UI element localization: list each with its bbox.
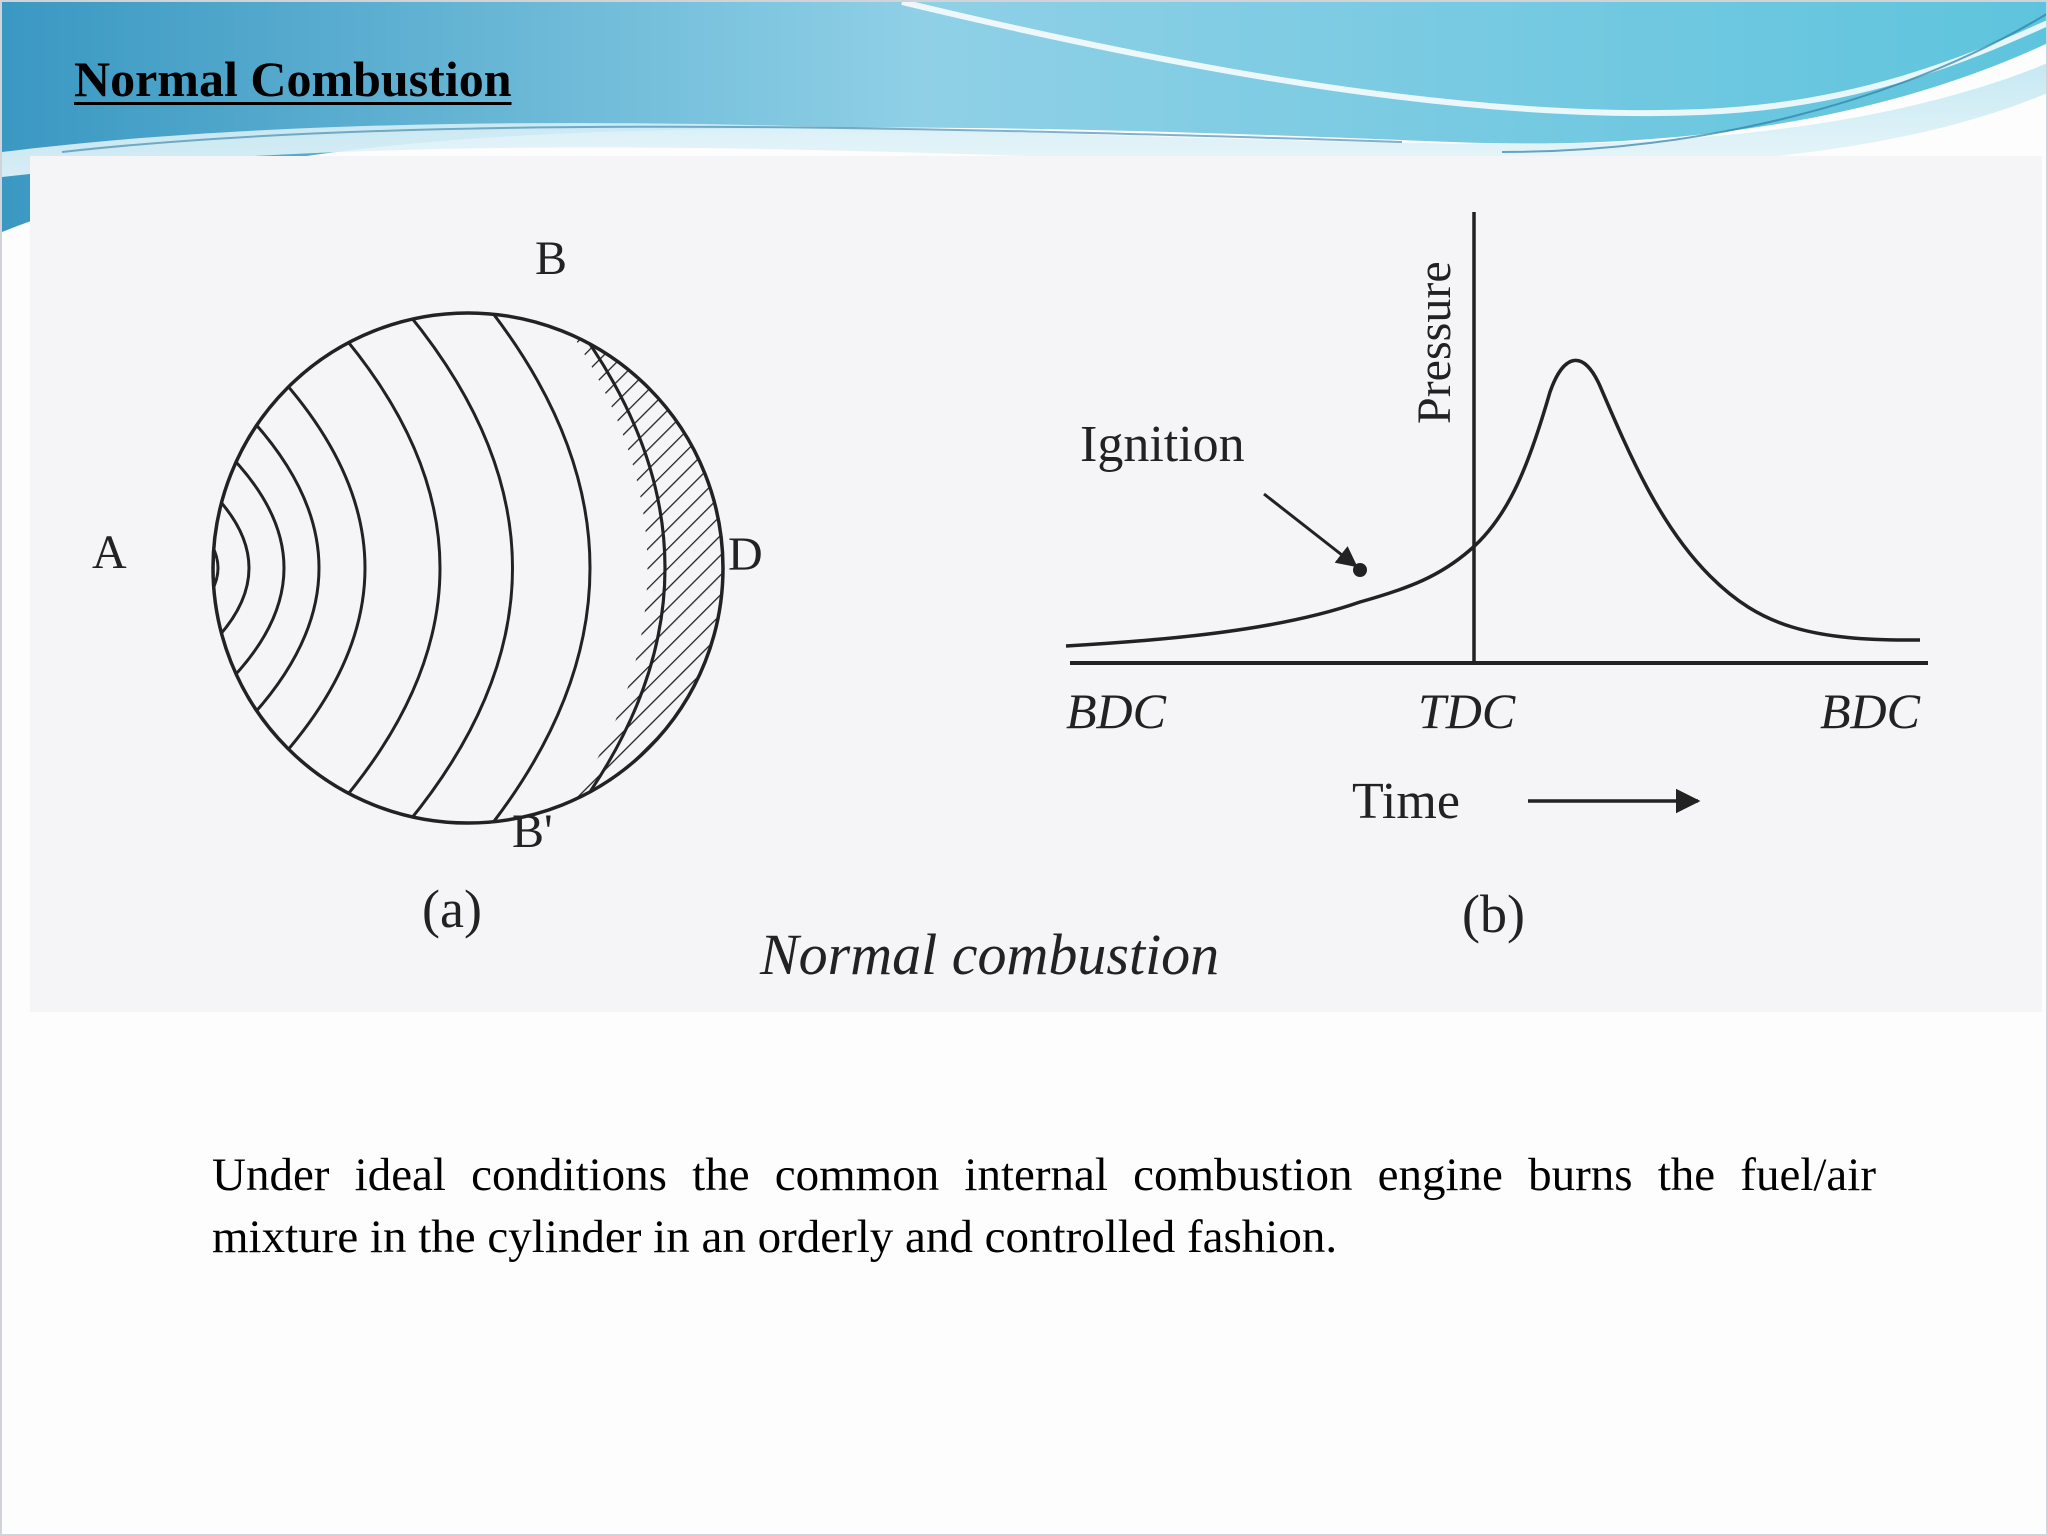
- point-label-b-prime: B': [512, 805, 553, 858]
- figure-caption: Normal combustion: [759, 922, 1219, 987]
- pressure-time-graph: Ignition Pressure BDC TDC BDC Time (b): [1065, 212, 1928, 944]
- header-wave-decoration: [2, 2, 2046, 232]
- x-tick-label: BDC: [1066, 683, 1167, 739]
- point-label-b: B: [535, 232, 567, 285]
- normal-combustion-figure: B A D B' (a) Ignition Pressure BDC TDC B…: [92, 212, 1928, 987]
- body-text: Under ideal conditions the common intern…: [212, 1149, 1876, 1263]
- y-axis-label: Pressure: [1408, 261, 1461, 424]
- ignition-arrow: [1263, 492, 1358, 568]
- flame-front-line: [333, 313, 514, 823]
- x-axis-label: Time: [1352, 773, 1460, 830]
- cylinder-circle: [211, 311, 725, 825]
- slide-title: Normal Combustion: [74, 51, 512, 107]
- x-tick-label: TDC: [1418, 683, 1516, 739]
- point-label-a: A: [92, 526, 127, 579]
- flame-front-line: [213, 359, 321, 777]
- x-tick-label: BDC: [1820, 683, 1921, 739]
- panel-a-label: (a): [422, 879, 482, 939]
- ignition-annotation: Ignition: [1080, 416, 1245, 473]
- flame-front-line: [213, 516, 220, 620]
- flame-front-line: [498, 313, 667, 823]
- pressure-curve: [1065, 358, 1921, 648]
- panel-b-label: (b): [1462, 884, 1525, 944]
- end-gas-hatched-region: [530, 313, 723, 823]
- flame-front-line: [413, 313, 592, 823]
- point-label-d: D: [728, 528, 763, 581]
- flame-front-diagram: B A D B' (a): [92, 232, 763, 939]
- flame-front-line: [264, 313, 442, 823]
